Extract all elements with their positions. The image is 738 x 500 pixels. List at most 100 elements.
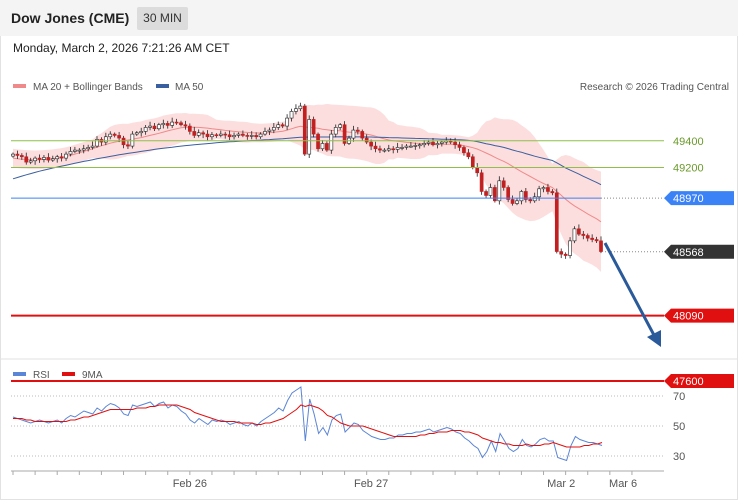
candle [263, 127, 267, 136]
candle [276, 121, 281, 130]
candle [320, 139, 325, 152]
candle [33, 156, 37, 165]
candle [285, 114, 289, 131]
candle [391, 146, 396, 154]
candle [417, 143, 422, 149]
level-tag [664, 191, 734, 206]
candle [241, 130, 245, 138]
candle [165, 120, 170, 129]
level-49400: 49400 [11, 136, 704, 148]
ma50-legend-label: MA 50 [175, 82, 204, 93]
rsi-ma-line [13, 404, 603, 448]
level-label: 47600 [673, 376, 704, 388]
timeframe-badge[interactable]: 30 MIN [137, 7, 188, 30]
credit-text: Research © 2026 Trading Central [580, 82, 729, 93]
candle [196, 129, 201, 138]
candle [245, 133, 250, 140]
candle [462, 145, 466, 156]
candle [81, 144, 86, 154]
candle [435, 140, 440, 149]
rsi-line [12, 386, 603, 462]
candle [590, 234, 595, 243]
candle [187, 123, 192, 135]
candle [519, 189, 524, 205]
candle [201, 130, 205, 139]
level-48090: 48090 [11, 308, 734, 323]
candle [183, 120, 188, 130]
candle [501, 177, 506, 191]
level-tag [664, 373, 734, 388]
candle [73, 146, 77, 154]
candle [378, 145, 382, 154]
candle [205, 130, 210, 141]
candle [50, 155, 55, 162]
candle [594, 236, 599, 243]
x-axis: Feb 26 Feb 27 Mar 2 Mar 6 [11, 470, 664, 490]
candle [280, 122, 285, 129]
level-49200: 49200 [11, 162, 704, 174]
candle [413, 142, 418, 150]
level-tag [664, 244, 734, 259]
candle [24, 152, 29, 165]
candle [506, 185, 511, 203]
level-48970: 48970 [11, 191, 734, 206]
candle [307, 115, 312, 158]
candle [563, 252, 568, 259]
candle [382, 148, 387, 153]
candle [550, 189, 555, 196]
candle [400, 144, 404, 151]
level-label: 49200 [673, 162, 704, 174]
candle [554, 188, 559, 254]
candle [333, 124, 338, 138]
candle [355, 127, 360, 135]
candle [311, 116, 316, 138]
candle [581, 230, 586, 240]
report-datetime: Monday, March 2, 2026 7:21:26 AM CET [13, 41, 230, 55]
candle [95, 136, 99, 148]
rsi-tick-50: 50 [11, 421, 685, 433]
candle [302, 103, 307, 156]
candle [559, 248, 564, 259]
candle [298, 102, 303, 112]
candle [139, 127, 144, 137]
header-bar: Dow Jones (CME) 30 MIN [0, 0, 738, 36]
level-label: 49400 [673, 136, 704, 148]
candle [386, 144, 391, 152]
candle [546, 183, 550, 195]
candle [19, 153, 24, 160]
candle [174, 118, 179, 125]
price-panel [11, 102, 603, 273]
candle [409, 142, 413, 148]
rsi-tick-label: 30 [673, 451, 685, 463]
candle [395, 142, 400, 153]
candle [568, 237, 572, 259]
level-label: 48568 [673, 247, 704, 259]
candle [364, 134, 369, 145]
level-47600: 47600 [11, 373, 734, 388]
candle [112, 132, 117, 138]
bollinger-legend-label: MA 20 + Bollinger Bands [33, 82, 143, 93]
candle [152, 123, 157, 132]
candle [249, 131, 254, 140]
rsi-tick-30: 30 [11, 451, 685, 463]
candle [108, 131, 113, 140]
ma50-line [12, 136, 602, 186]
x-tick-label: Feb 26 [173, 478, 207, 490]
rsi-legend-swatch [13, 372, 26, 376]
candle [439, 140, 444, 147]
x-tick-label: Mar 6 [609, 478, 637, 490]
candle [497, 176, 502, 205]
candle [373, 141, 378, 153]
candle [338, 123, 343, 131]
rsi-legend-label: RSI [33, 370, 50, 381]
candle [236, 132, 241, 138]
price-legend: MA 20 + Bollinger Bands MA 50 Research ©… [13, 82, 729, 93]
candle [541, 185, 546, 193]
candle [360, 129, 365, 141]
level-tag [664, 308, 734, 323]
candle [77, 148, 82, 154]
bollinger-legend-swatch [13, 84, 26, 88]
candle [599, 236, 603, 254]
candle [11, 152, 15, 158]
